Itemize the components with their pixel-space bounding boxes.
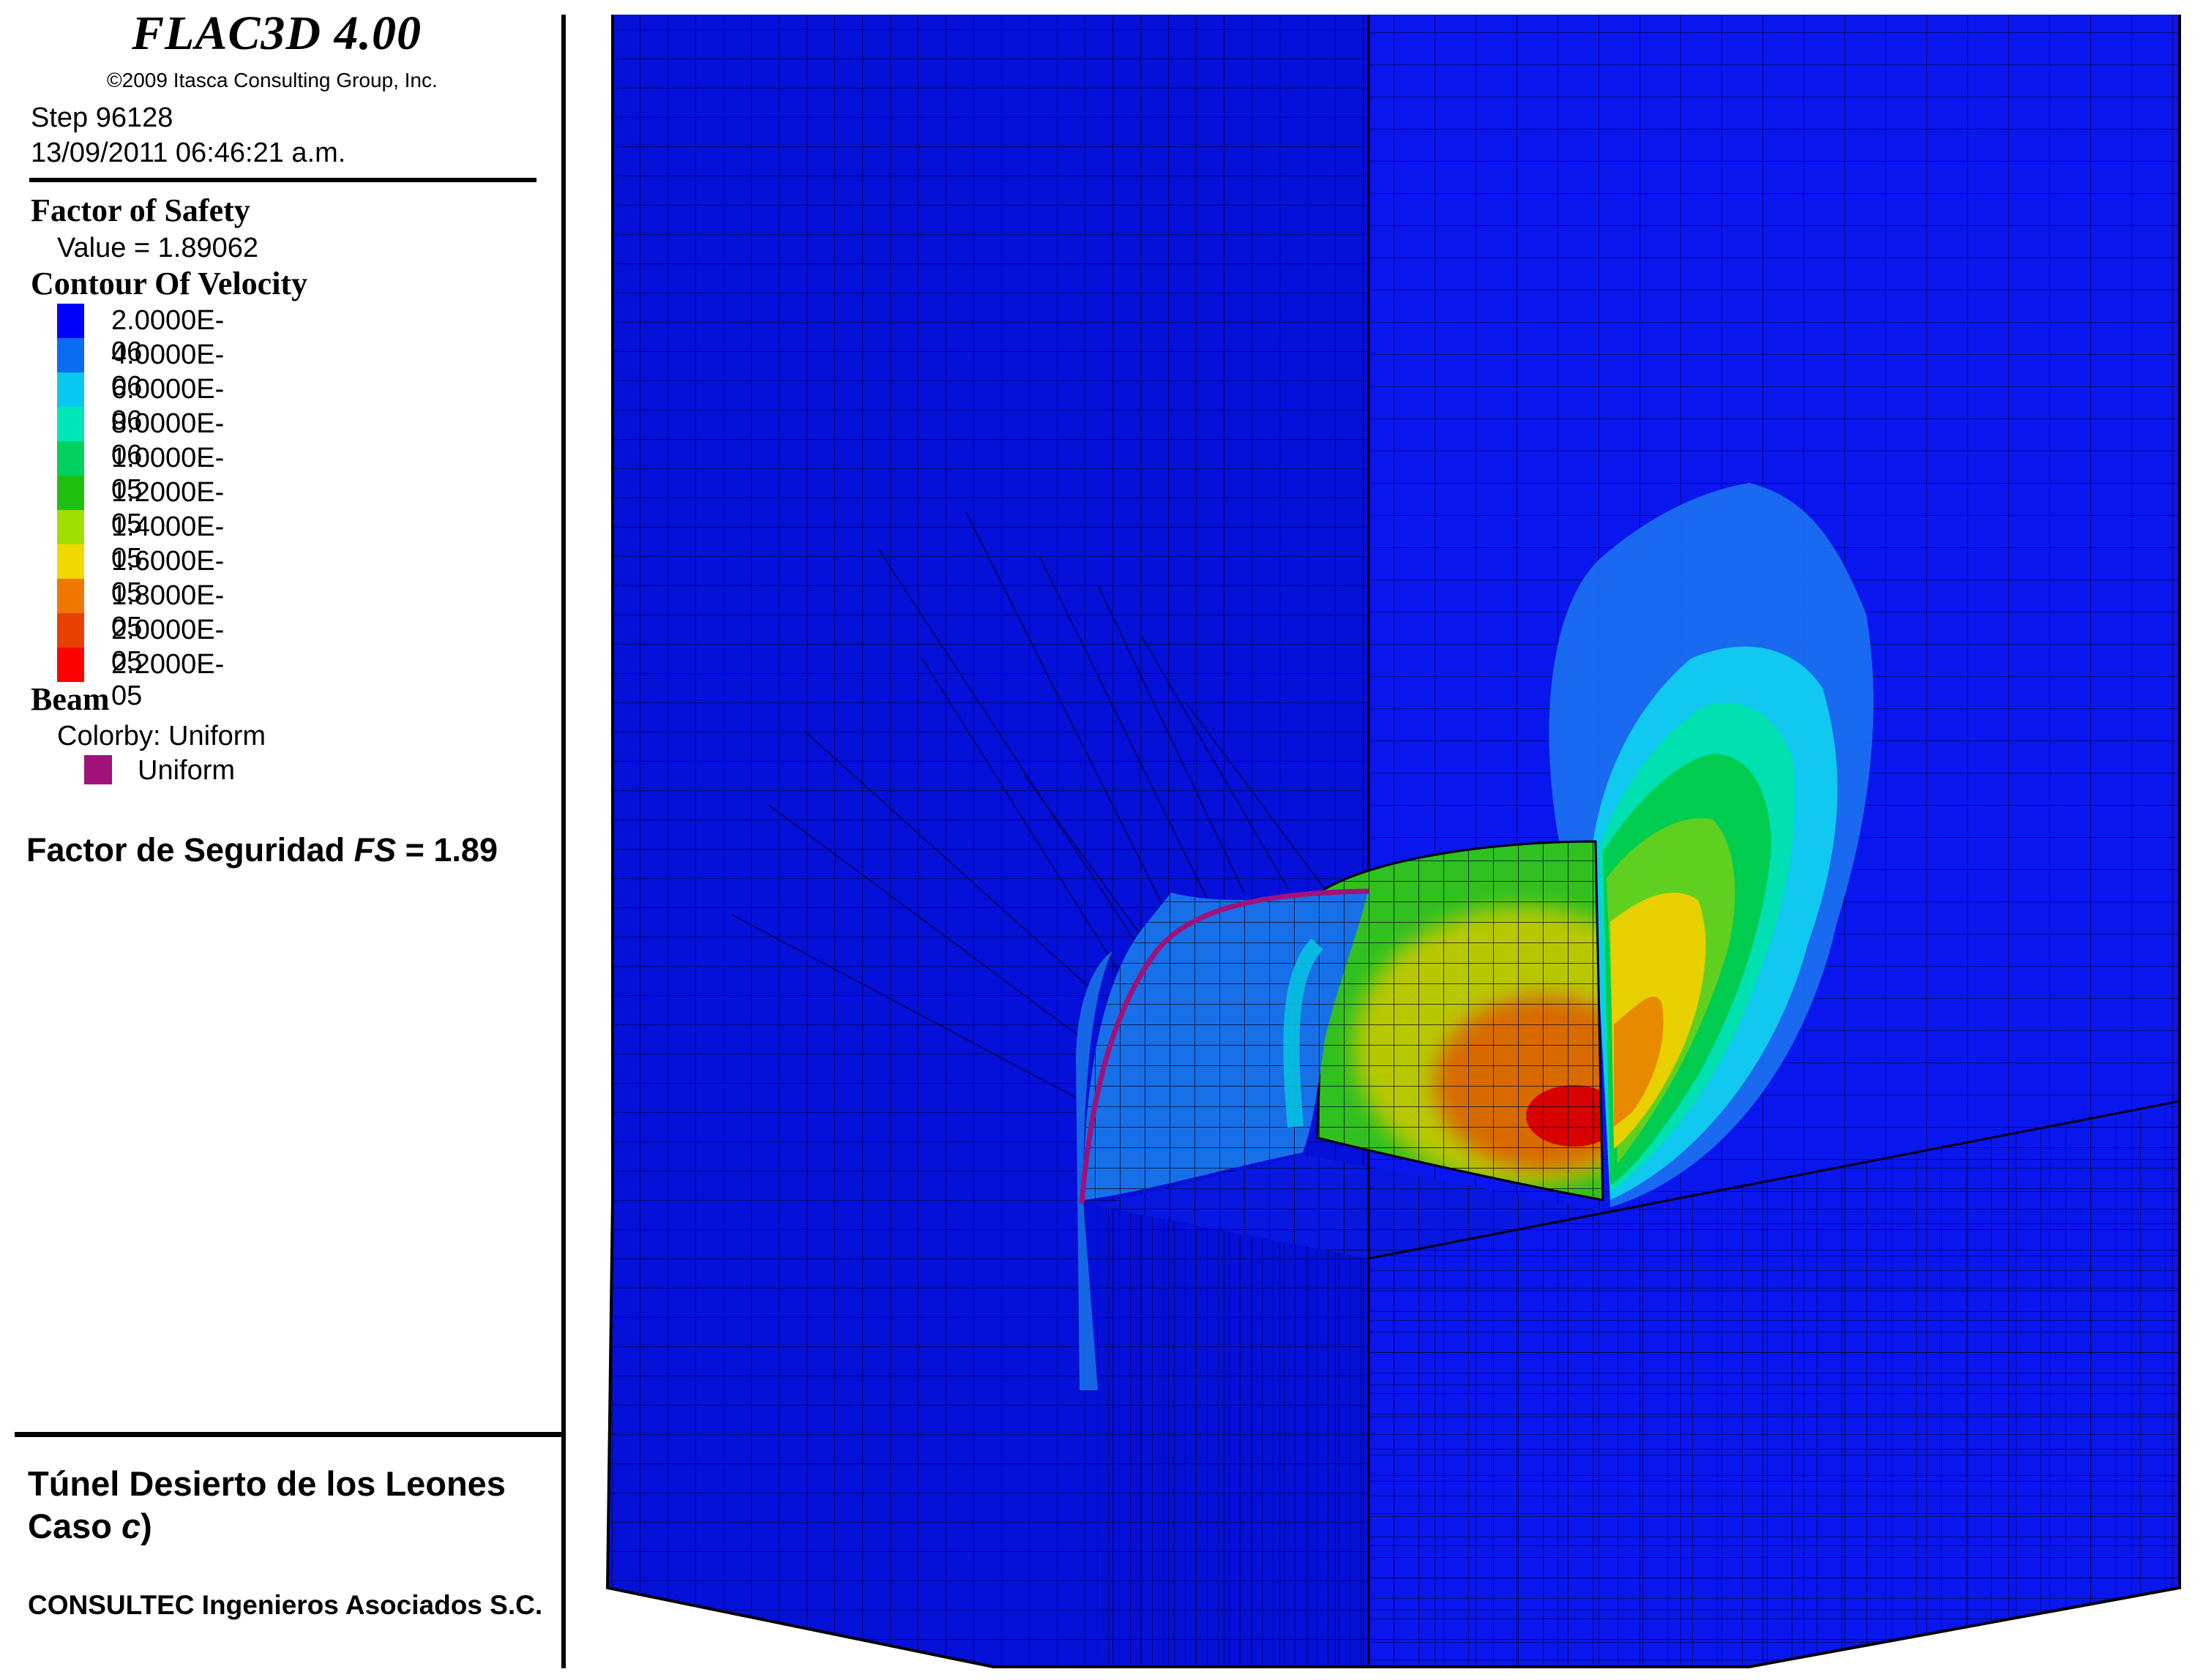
company-name: CONSULTEC Ingenieros Asociados S.C. [28,1590,543,1620]
beam-element [1079,888,1369,1204]
legend-swatch [57,372,84,407]
legend-label: 2.0000E-06 [111,305,225,367]
legend-panel: FLAC3D 4.00 ©2009 Itasca Consulting Grou… [0,0,571,1680]
factor-of-safety-value: Value = 1.89062 [57,233,259,263]
legend-swatch [57,304,84,338]
case-var: c [121,1507,141,1545]
case-suffix: ) [141,1507,152,1545]
block-step-edge [1368,1100,2180,1260]
legend-label: 1.2000E-05 [111,477,225,539]
legend-swatch [57,510,84,544]
legend-label: 4.0000E-06 [111,340,225,402]
step-counter: Step 96128 [31,102,173,133]
project-title: Túnel Desierto de los Leones [28,1464,506,1503]
tunnel-lining [1076,888,1369,1390]
beam-heading: Beam [31,681,110,717]
left-flap [1076,951,1113,1390]
dense-vertical-strip [1096,1206,1369,1667]
block-edge [605,15,2181,1668]
legend-swatch [57,613,84,648]
legend-swatch [57,579,84,613]
legend-swatch [57,544,84,579]
legend-label: 2.2000E-05 [111,649,225,711]
header-divider [29,178,536,182]
legend-swatch [57,476,84,510]
legend-label: 1.6000E-05 [111,546,225,608]
model-block [605,15,2181,1668]
case-prefix: Caso [28,1507,121,1545]
project-case: Caso c) [28,1506,152,1546]
factor-of-safety-heading: Factor of Safety [31,192,250,228]
beam-item-label: Uniform [138,755,236,786]
panel-divider [561,15,566,1668]
tunnel-floor-mesh [1096,1155,1603,1259]
copyright-text: ©2009 Itasca Consulting Group, Inc. [107,69,438,91]
fs-symbol: FS [354,831,397,869]
legend-label: 1.8000E-05 [111,580,225,642]
legend-label: 1.4000E-05 [111,511,225,574]
radial-mesh-lines [731,511,1325,1098]
legend-swatch [57,338,84,372]
dense-mesh-band [1369,1105,2180,1667]
app-title: FLAC3D 4.00 [132,7,422,60]
beam-colorby: Colorby: Uniform [57,721,266,751]
crown-crack [1283,938,1324,1128]
fs-suffix: = 1.89 [396,831,498,869]
safety-factor-note: Factor de Seguridad FS = 1.89 [26,831,498,869]
velocity-contours [1549,483,1874,1207]
legend-swatch [57,407,84,441]
beam-color-swatch [84,755,112,784]
legend-swatch [57,441,84,476]
legend-label: 1.0000E-05 [111,443,225,505]
footer-divider [15,1432,564,1437]
contour-1.8e-05 [1614,996,1664,1127]
legend-swatch [57,648,84,682]
timestamp: 13/09/2011 06:46:21 a.m. [31,138,346,168]
face-outline [1316,840,1604,1201]
contour-heading: Contour Of Velocity [31,266,308,301]
legend-label: 2.0000E-05 [111,615,225,677]
legend-label: 6.0000E-06 [111,374,225,436]
fs-prefix: Factor de Seguridad [26,831,354,869]
legend-label: 8.0000E-06 [111,408,225,470]
